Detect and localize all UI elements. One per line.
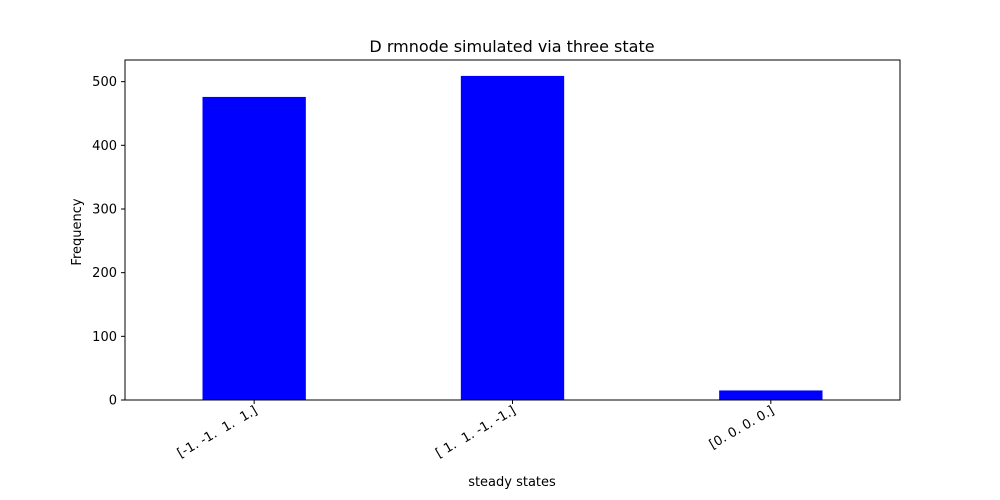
x-tick-label-1: [ 1. 1. -1. -1.]: [433, 403, 518, 461]
y-tick-label-0: 0: [109, 394, 117, 409]
bar-2: [719, 390, 823, 400]
y-axis: 0 100 200 300 400 500: [92, 75, 125, 409]
bar-0: [202, 96, 306, 401]
y-tick-label-5: 500: [92, 75, 117, 90]
y-tick-label-2: 200: [92, 266, 117, 281]
x-tick-label-0: [-1. -1. 1. 1.]: [175, 403, 260, 461]
plot-frame: [124, 59, 901, 401]
x-axis-label: steady states: [468, 475, 556, 490]
y-tick-label-4: 400: [92, 139, 117, 154]
y-tick-label-3: 300: [92, 202, 117, 217]
bar-1: [460, 75, 565, 400]
x-axis: [-1. -1. 1. 1.] [ 1. 1. -1. -1.] [0. 0. 0.…: [175, 400, 777, 461]
chart-title: D rmnode simulated via three state: [369, 37, 654, 56]
y-tick-label-1: 100: [92, 330, 117, 345]
plot-area: [202, 75, 823, 401]
y-axis-label: Frequency: [70, 198, 85, 265]
x-tick-label-2: [0. 0. 0. 0.]: [707, 403, 777, 452]
